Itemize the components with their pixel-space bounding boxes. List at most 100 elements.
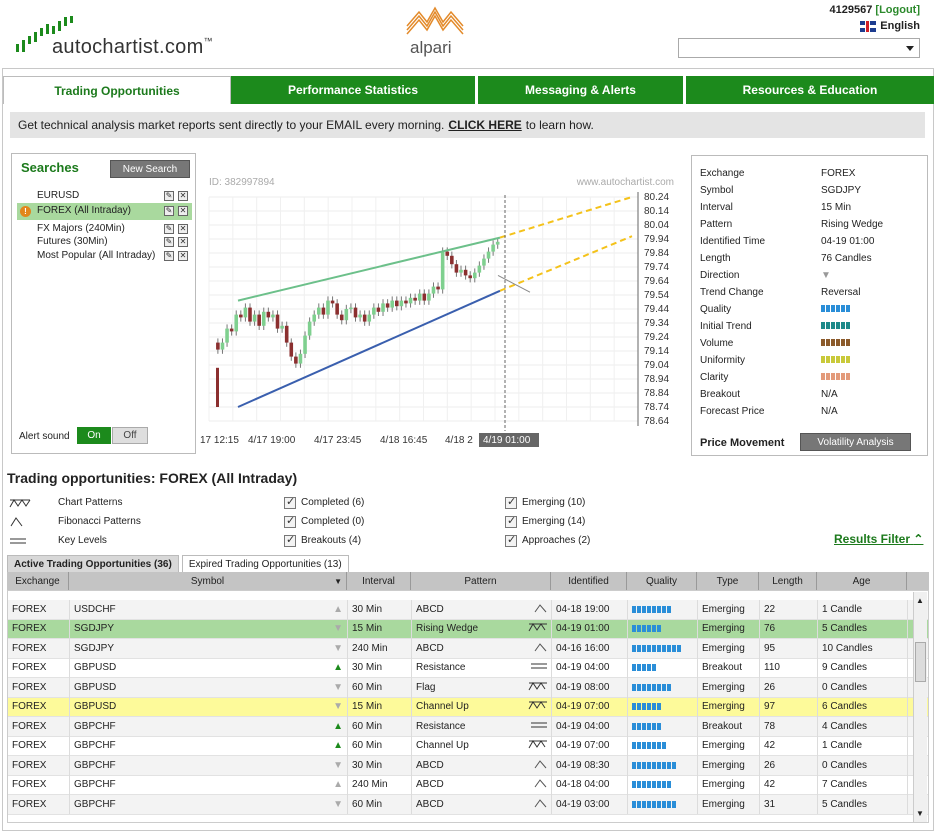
filter-emerging-fib[interactable]: Emerging (14) (505, 513, 585, 530)
banner-link[interactable]: CLICK HERE (448, 118, 522, 132)
table-row[interactable]: FOREX GBPCHF ▲ 240 Min ABCD 04-18 04:00 Emergi… (8, 775, 928, 795)
delete-icon[interactable]: ✕ (178, 206, 188, 216)
filter-breakouts[interactable]: Breakouts (4) (284, 532, 361, 549)
y-tick-label: 79.84 (644, 248, 669, 259)
detail-value: 04-19 01:00 (821, 236, 875, 247)
tab-resources-education[interactable]: Resources & Education (686, 76, 934, 104)
checkbox[interactable] (505, 533, 517, 547)
symbol-text: GBPUSD (74, 701, 117, 713)
candle (427, 293, 431, 301)
column-header[interactable]: Quality (627, 572, 697, 590)
search-item[interactable]: Most Popular (All Intraday) ✎ ✕ (17, 248, 192, 274)
table-row[interactable]: FOREX GBPCHF ▼ 30 Min ABCD 04-19 08:30 Emergin… (8, 755, 928, 776)
language-indicator[interactable]: English (860, 20, 920, 32)
opportunities-table[interactable]: FOREX USDCHF ▲ 30 Min ABCD 04-18 19:00 Emergin… (7, 590, 929, 823)
column-header[interactable]: Type (697, 572, 759, 590)
edit-icon[interactable]: ✎ (164, 206, 174, 216)
quality-bar (657, 703, 661, 711)
alert-sound-on-button[interactable]: On (77, 427, 111, 444)
table-row[interactable]: FOREX SGDJPY ▼ 240 Min ABCD 04-16 16:00 Emergi… (8, 638, 928, 659)
trend-down-icon: ▼ (333, 623, 343, 635)
filter-approaches[interactable]: Approaches (2) (505, 532, 590, 549)
column-header[interactable]: Identified (551, 572, 627, 590)
checkbox[interactable] (284, 514, 296, 528)
autochartist-logo-icon (16, 16, 73, 52)
interval-text: 60 Min (352, 798, 383, 810)
filter-completed-chart[interactable]: Completed (6) (284, 494, 364, 511)
price-chart[interactable]: ID: 382997894 www.autochartist.com 80.24… (200, 160, 685, 455)
detail-row: Breakout N/A (700, 389, 920, 406)
checkbox[interactable] (284, 495, 296, 509)
tab-performance-statistics[interactable]: Performance Statistics (231, 76, 478, 104)
cell-pattern: Resistance (412, 658, 552, 678)
tab-active-opportunities[interactable]: Active Trading Opportunities (36) (7, 555, 179, 572)
delete-icon[interactable]: ✕ (178, 251, 188, 261)
checkbox[interactable] (505, 514, 517, 528)
table-row[interactable]: FOREX GBPCHF ▼ 60 Min ABCD 04-19 03:00 Emergin… (8, 794, 928, 815)
delete-icon[interactable]: ✕ (178, 191, 188, 201)
exchange-text: FOREX (12, 798, 47, 810)
column-header[interactable]: Symbol ▼ (69, 572, 347, 590)
detail-value: N/A (821, 389, 838, 400)
trend-up-icon: ▲ (333, 779, 343, 791)
scroll-thumb[interactable] (915, 642, 926, 682)
cell-identified: 04-19 04:00 (552, 716, 628, 736)
rating-bars (821, 338, 920, 355)
scroll-up-icon[interactable]: ▲ (916, 596, 924, 605)
filter-emerging-chart[interactable]: Emerging (10) (505, 494, 585, 511)
search-item[interactable]: ! FOREX (All Intraday) ✎ ✕ (17, 203, 192, 220)
chart-id-label: ID: 382997894 (209, 177, 275, 188)
edit-icon[interactable]: ✎ (164, 191, 174, 201)
candle (216, 342, 220, 350)
search-item[interactable]: FX Majors (240Min) ✎ ✕ (17, 221, 192, 237)
table-scrollbar[interactable]: ▲ ▼ (913, 592, 927, 822)
rating-bar (821, 373, 825, 380)
column-header[interactable]: Interval (347, 572, 411, 590)
table-row[interactable]: FOREX GBPUSD ▼ 60 Min Flag 04-19 08:00 Emergin… (8, 677, 928, 698)
table-row[interactable]: FOREX GBPUSD ▲ 30 Min Resistance 04-19 04:00 B… (8, 658, 928, 678)
tab-messaging-alerts[interactable]: Messaging & Alerts (478, 76, 686, 104)
edit-icon[interactable]: ✎ (164, 224, 174, 234)
column-header[interactable]: Pattern (411, 572, 551, 590)
type-text: Emerging (702, 681, 745, 693)
edit-icon[interactable]: ✎ (164, 237, 174, 247)
cell-length: 31 (760, 794, 818, 814)
results-filter-label: Results Filter (834, 532, 911, 546)
identified-text: 04-19 04:00 (556, 662, 610, 674)
search-item[interactable]: EURUSD ✎ ✕ (17, 188, 192, 204)
checkbox[interactable] (284, 533, 296, 547)
alert-sound-off-button[interactable]: Off (112, 427, 148, 444)
account-select[interactable] (678, 38, 920, 58)
scroll-down-icon[interactable]: ▼ (916, 809, 924, 818)
quality-bar (637, 781, 641, 789)
search-item[interactable]: Futures (30Min) ✎ ✕ (17, 234, 192, 250)
edit-icon[interactable]: ✎ (164, 251, 174, 261)
exchange-text: FOREX (12, 642, 47, 654)
filter-completed-fib[interactable]: Completed (0) (284, 513, 364, 530)
new-search-button[interactable]: New Search (110, 160, 190, 178)
checkbox[interactable] (505, 495, 517, 509)
tab-expired-opportunities[interactable]: Expired Trading Opportunities (13) (181, 555, 349, 572)
trend-down-icon: ▼ (333, 759, 343, 771)
logout-link[interactable]: [Logout] (875, 4, 920, 16)
table-row[interactable]: FOREX GBPUSD ▼ 15 Min Channel Up 04-19 07:00 E… (8, 697, 928, 717)
y-tick-label: 79.74 (644, 262, 669, 273)
delete-icon[interactable]: ✕ (178, 237, 188, 247)
cell-pattern: Channel Up (412, 697, 552, 717)
results-filter-link[interactable]: Results Filter ⌃ (834, 532, 923, 546)
symbol-text: GBPCHF (74, 798, 116, 810)
column-header[interactable]: Length (759, 572, 817, 590)
quality-bar (652, 625, 656, 633)
table-row[interactable]: FOREX USDCHF ▲ 30 Min ABCD 04-18 19:00 Emergin… (8, 599, 928, 620)
volatility-analysis-button[interactable]: Volatility Analysis (800, 433, 911, 451)
table-row[interactable]: FOREX GBPCHF ▲ 60 Min Resistance 04-19 04:00 B… (8, 716, 928, 737)
table-row[interactable]: FOREX SGDJPY ▼ 15 Min Rising Wedge 04-19 01:0… (8, 619, 928, 639)
candle (243, 307, 248, 318)
tab-trading-opportunities[interactable]: Trading Opportunities (3, 76, 231, 104)
cell-interval: 30 Min (348, 599, 412, 619)
table-row[interactable]: FOREX GBPCHF ▲ 60 Min Channel Up 04-19 07:00 E… (8, 736, 928, 756)
delete-icon[interactable]: ✕ (178, 224, 188, 234)
column-header[interactable]: Age (817, 572, 907, 590)
column-header[interactable]: Exchange (7, 572, 69, 590)
sort-icon[interactable]: ▼ (334, 576, 342, 586)
